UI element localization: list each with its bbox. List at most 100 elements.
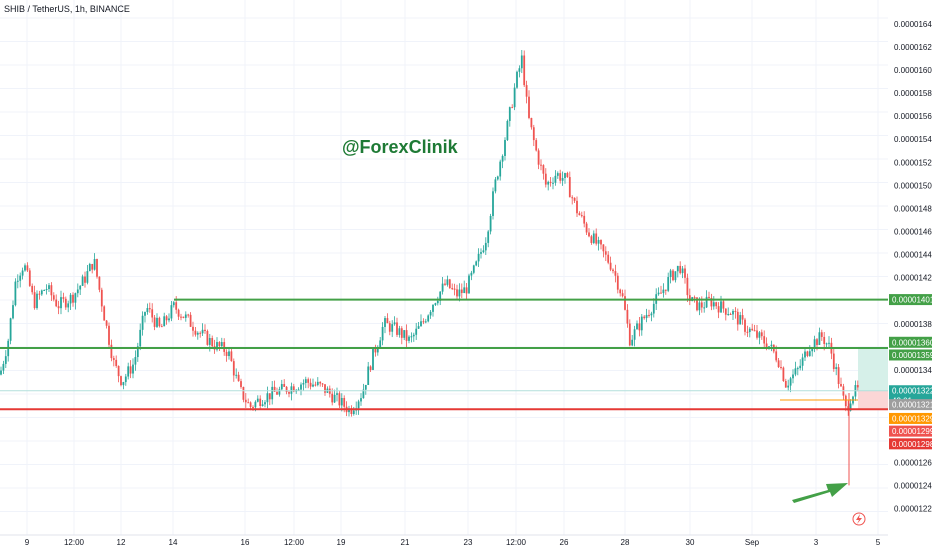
- candle-body: [568, 177, 571, 198]
- candle-body: [2, 363, 5, 371]
- candle-body: [240, 381, 242, 387]
- candle-body: [734, 310, 737, 312]
- candle-body: [127, 366, 130, 377]
- candle-body: [564, 173, 566, 179]
- candle-body: [679, 265, 682, 274]
- candle-body: [468, 275, 470, 294]
- take-profit-zone: [858, 346, 888, 391]
- candle-body: [796, 368, 799, 370]
- candle-body: [760, 332, 763, 337]
- candle-body: [374, 348, 377, 353]
- candle-body: [705, 296, 708, 308]
- candle-body: [696, 297, 698, 311]
- candle-body: [400, 328, 403, 338]
- candle-body: [232, 361, 235, 376]
- candle-body: [636, 323, 638, 330]
- time-tick-label: 5: [876, 538, 881, 547]
- candle-body: [780, 366, 782, 368]
- candle-body: [648, 314, 650, 316]
- candle-body: [146, 308, 149, 313]
- candle-body: [501, 155, 504, 162]
- candle-body: [720, 301, 722, 313]
- candle-body: [237, 374, 240, 382]
- candle-body: [453, 288, 456, 290]
- time-tick-label: 12:00: [284, 538, 305, 547]
- candle-body: [660, 292, 662, 294]
- candle-body: [108, 325, 110, 345]
- candle-body: [139, 329, 142, 347]
- candle-body: [727, 314, 730, 316]
- tag-level-1299-text: 0.00001299: [892, 427, 932, 436]
- candle-body: [177, 309, 180, 317]
- candle-body: [849, 403, 852, 411]
- candle-body: [278, 389, 281, 395]
- lightning-icon[interactable]: [852, 512, 866, 526]
- candle-body: [105, 320, 108, 326]
- candle-body: [254, 401, 257, 408]
- candle-body: [288, 392, 290, 394]
- candle-body: [487, 231, 490, 243]
- candle-body: [552, 182, 554, 184]
- candle-body: [9, 318, 12, 341]
- candle-body: [708, 296, 710, 298]
- candle-body: [686, 277, 689, 296]
- candle-body: [640, 316, 643, 331]
- candle-body: [67, 303, 70, 308]
- candle-body: [595, 233, 598, 244]
- candle-body: [506, 120, 509, 141]
- candle-body: [463, 287, 466, 294]
- candle-body: [441, 283, 444, 292]
- candle-body: [122, 382, 125, 386]
- candle-body: [600, 240, 602, 245]
- candle-body: [247, 402, 250, 404]
- candle-body: [268, 393, 271, 400]
- candle-body: [12, 305, 14, 319]
- candle-body: [16, 280, 19, 282]
- candle-body: [201, 329, 204, 334]
- candle-body: [218, 342, 221, 347]
- candle-body: [199, 332, 202, 334]
- candle-body: [261, 404, 264, 406]
- candle-body: [559, 173, 562, 181]
- candle-body: [312, 384, 314, 387]
- candle-body: [117, 365, 120, 377]
- candle-body: [153, 317, 156, 327]
- candle-body: [494, 179, 497, 192]
- candle-body: [751, 328, 754, 331]
- candle-body: [228, 351, 230, 357]
- candle-body: [792, 374, 794, 379]
- time-tick-label: 21: [401, 538, 410, 547]
- candle-body: [386, 318, 389, 324]
- time-axis[interactable]: 9 12:00 12 14 16 12:00 19 21 23 12:00 26 28 30 Sep 3 5: [0, 534, 888, 547]
- candle-body: [285, 386, 288, 393]
- price-tags: 0.00001401 0.00001360 0.00001359 0.00001322…: [889, 294, 932, 450]
- candle-body: [532, 127, 535, 141]
- candle-body: [223, 342, 226, 352]
- candle-body: [583, 215, 586, 224]
- candle-body: [528, 96, 530, 118]
- candle-body: [343, 397, 346, 407]
- candle-body: [297, 389, 300, 391]
- candle-body: [717, 306, 720, 313]
- candle-body: [604, 251, 607, 255]
- candle-body: [621, 293, 624, 297]
- candle-body: [220, 342, 223, 347]
- candle-body: [103, 306, 106, 321]
- candle-body: [192, 326, 194, 331]
- watermark-text: @ForexClinik: [342, 137, 458, 157]
- candle-body: [840, 383, 842, 387]
- candle-body: [607, 254, 610, 263]
- candle-body: [744, 319, 746, 332]
- candle-body: [741, 315, 744, 320]
- candle-body: [470, 272, 473, 276]
- tag-level-1299: [889, 425, 932, 437]
- candle-body: [4, 356, 7, 364]
